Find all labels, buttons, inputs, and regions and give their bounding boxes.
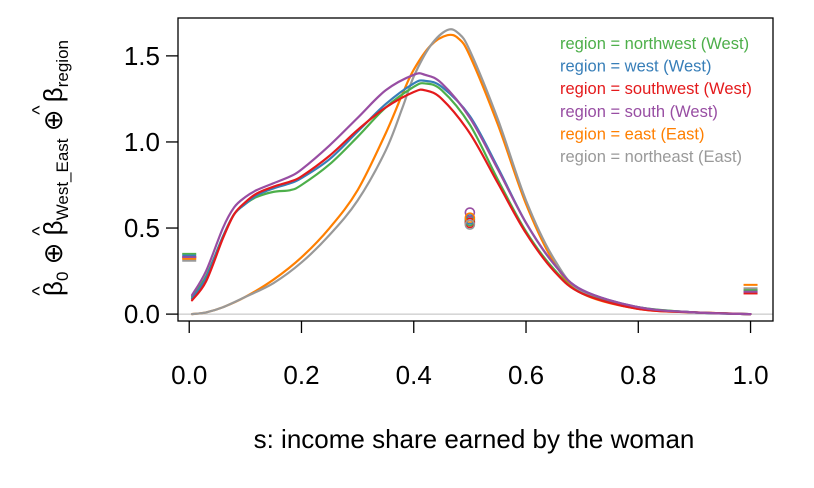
y-axis: 0.0 0.5 1.0 1.5 [124, 41, 178, 329]
y-label-hat-2: ^ [29, 226, 51, 236]
y-label-sub-region: region [53, 40, 72, 87]
x-axis: 0.0 0.2 0.4 0.6 0.8 1.0 [171, 321, 769, 390]
y-axis-label-text: β0 ⊕ βWest_East ⊕ βregion [38, 40, 72, 296]
series-line-2 [190, 88, 752, 316]
y-label-beta-region: β [38, 87, 68, 102]
y-label-oplus-1: ⊕ [38, 235, 68, 271]
y-tick-label-0: 0.0 [124, 299, 160, 329]
x-axis-label: s: income share earned by the woman [254, 424, 695, 454]
y-label-sub-0: 0 [53, 272, 72, 281]
legend-entry-0: region = northwest (West) [560, 35, 749, 53]
legend: region = northwest (West) region = west (… [560, 35, 752, 166]
y-label-beta-west-east: β [38, 220, 68, 235]
y-tick-label-1: 0.5 [124, 213, 160, 243]
y-label-beta-0: β [38, 281, 68, 296]
x-tick-label-0: 0.0 [171, 360, 207, 390]
series-layer [190, 28, 752, 316]
legend-entry-5: region = northeast (East) [560, 148, 742, 166]
x-tick-label-3: 0.6 [508, 360, 544, 390]
y-tick-label-2: 1.0 [124, 127, 160, 157]
point-mass-layer [182, 207, 758, 295]
y-label-oplus-2: ⊕ [38, 102, 68, 138]
legend-entry-2: region = southwest (West) [560, 80, 752, 98]
y-axis-label: β0 ⊕ βWest_East ⊕ βregion ^ ^ ^ [29, 40, 72, 296]
legend-entry-3: region = south (West) [560, 103, 718, 121]
point-mass-s05-3 [464, 207, 476, 218]
point-mass-s05-4 [464, 212, 476, 224]
legend-entry-1: region = west (West) [560, 58, 711, 76]
plot-frame [177, 17, 774, 322]
legend-entry-4: region = east (East) [560, 125, 704, 143]
y-tick-label-3: 1.5 [124, 41, 160, 71]
x-tick-label-1: 0.2 [283, 360, 319, 390]
x-tick-label-2: 0.4 [396, 360, 432, 390]
y-label-sub-west-east: West_East [53, 138, 72, 220]
x-tick-label-5: 1.0 [732, 360, 768, 390]
series-line-3 [190, 72, 752, 316]
point-mass-s05-5 [464, 219, 476, 230]
y-label-hat-1: ^ [29, 286, 51, 296]
x-tick-label-4: 0.8 [620, 360, 656, 390]
y-label-hat-3: ^ [29, 105, 51, 115]
